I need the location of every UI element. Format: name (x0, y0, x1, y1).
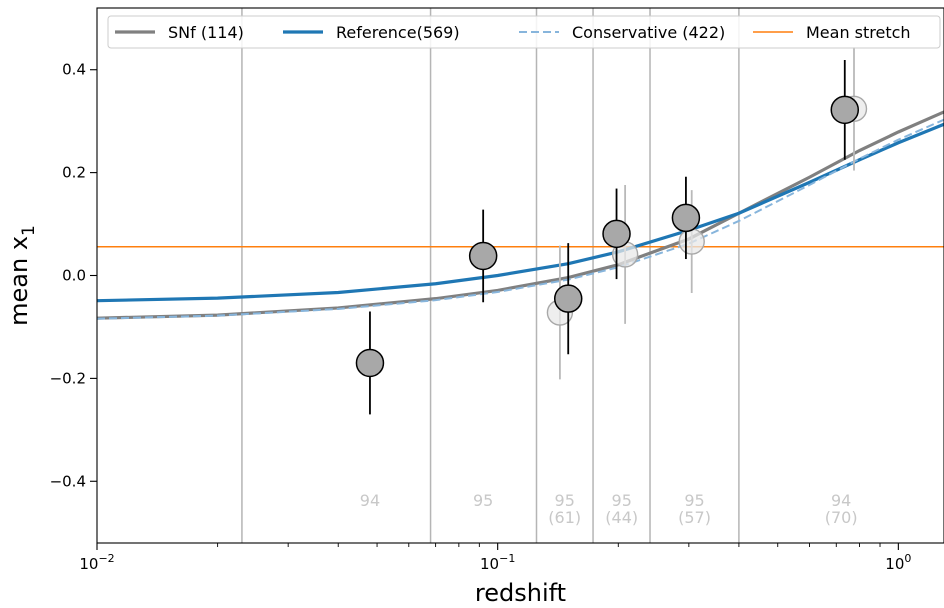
bin-subcount-label: (61) (548, 508, 581, 527)
data-point (355, 311, 385, 415)
x-tick-label: 10−2 (79, 552, 114, 573)
legend-entry: SNf (114) (115, 23, 244, 42)
y-tick-label: 0.0 (62, 267, 86, 285)
x-axis-label: redshift (475, 579, 566, 607)
x-tick-base: 10 (79, 555, 98, 573)
point-marker (671, 203, 701, 233)
faded-marker (678, 228, 705, 255)
point-marker (553, 284, 583, 313)
data-point (671, 176, 701, 260)
y-tick-label: 0.2 (62, 164, 86, 182)
legend-label: Conservative (422) (572, 23, 725, 42)
point-marker (602, 219, 631, 249)
y-axis-label-subscript: 1 (19, 225, 39, 236)
bin-count-label: 95 (473, 491, 493, 510)
bin-subcount-label: (70) (825, 508, 858, 527)
series-line-3 (96, 118, 944, 320)
legend-label: SNf (114) (168, 23, 244, 42)
point-marker (355, 348, 385, 378)
x-tick-base: 10 (480, 555, 499, 573)
y-axis-label-main: mean x (5, 236, 33, 326)
legend-label: Mean stretch (806, 23, 911, 42)
legend-label: Reference(569) (336, 23, 460, 42)
model-curves (96, 110, 944, 320)
x-tick-exponent: −1 (499, 552, 515, 565)
legend-entry: Conservative (422) (519, 23, 725, 42)
x-tick-base: 10 (885, 555, 904, 573)
y-tick-label: 0.4 (62, 61, 86, 79)
bin-edges (241, 8, 740, 543)
faded-points (546, 47, 868, 380)
y-tick-label: −0.4 (50, 472, 86, 490)
legend-entry: Mean stretch (753, 23, 911, 42)
y-tick-label: −0.2 (50, 369, 86, 387)
bin-count-label: 94 (831, 491, 851, 510)
bin-count-label: 95 (684, 491, 704, 510)
x-tick-label: 10−1 (480, 552, 515, 573)
x-tick-exponent: 0 (904, 552, 911, 565)
data-point (830, 59, 860, 160)
point-marker (468, 241, 498, 271)
axes-frame (96, 7, 944, 544)
faded-point (611, 184, 639, 324)
x-tick-label: 100 (885, 552, 911, 573)
bin-subcount-label: (57) (678, 508, 711, 527)
y-axis-ticks: 0.4 0.2 0.0 −0.2 −0.4 (50, 61, 97, 490)
y-axis-label: mean x1 (5, 225, 39, 326)
bin-count-label: 95 (555, 491, 575, 510)
bin-count-label: 94 (360, 491, 380, 510)
legend: SNf (114) Reference(569) Conservative (422… (107, 15, 941, 49)
binned-points (355, 59, 860, 415)
bin-subcount-label: (44) (605, 508, 638, 527)
point-marker (830, 95, 860, 125)
data-point (468, 209, 498, 303)
legend-entry: Reference(569) (283, 23, 460, 42)
data-point (553, 243, 583, 355)
x-axis-ticks: 10−2 10−1 100 (79, 543, 911, 573)
x-tick-exponent: −2 (98, 552, 114, 565)
data-point (602, 188, 631, 280)
bin-annotations: 94 95 95(61)95(44)95(57)94(70) (360, 491, 858, 527)
bin-count-label: 95 (612, 491, 632, 510)
series-line-2 (96, 122, 944, 303)
